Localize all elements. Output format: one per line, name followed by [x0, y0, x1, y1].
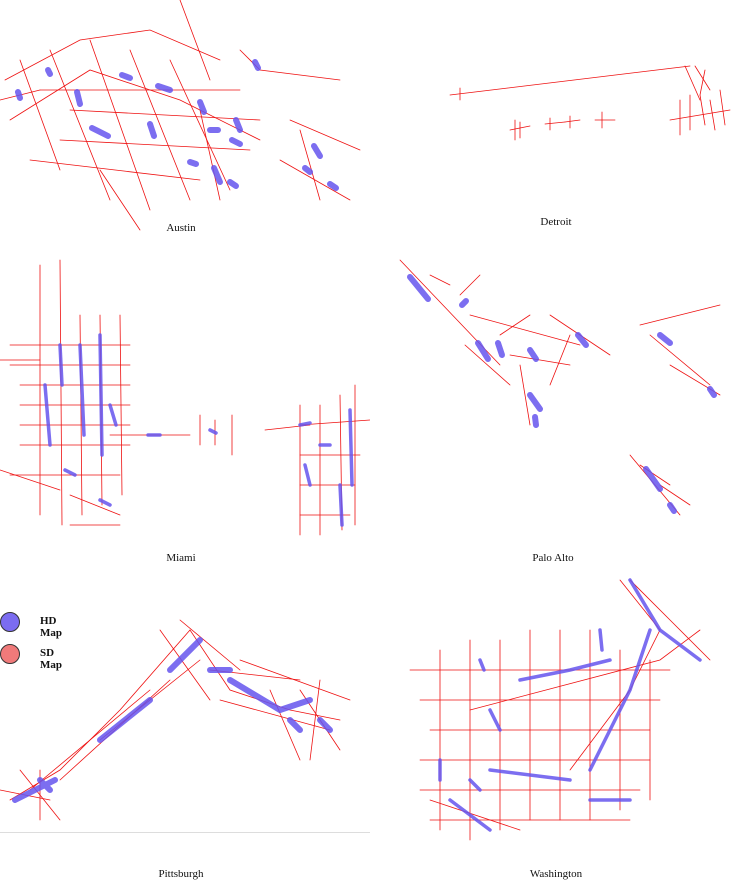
map-panel-detroit: Detroit: [370, 0, 739, 240]
miami-road-map: [0, 259, 370, 536]
map-panel-pittsburgh: HD Map SD Map Pittsburgh: [0, 570, 370, 891]
map-panel-austin: Austin: [0, 0, 370, 240]
pittsburgh-road-map: [0, 619, 351, 821]
panel-caption: Miami: [166, 552, 196, 564]
panel-caption: Washington: [529, 868, 583, 880]
legend-label-sd: SD Map: [40, 647, 62, 671]
sd-map-swatch-icon: [0, 644, 20, 664]
panel-caption: Detroit: [540, 216, 572, 228]
panel-caption: Austin: [166, 222, 196, 234]
washington-road-map: [409, 578, 711, 841]
austin-road-map: [0, 0, 361, 231]
map-panel-miami: Miami: [0, 255, 370, 564]
panel-caption: Pittsburgh: [158, 868, 204, 880]
map-panel-washington: Washington: [370, 570, 739, 891]
palo-alto-road-map: [399, 259, 721, 516]
panel-caption: Palo Alto: [532, 552, 574, 564]
hd-map-swatch-icon: [0, 612, 20, 632]
panel-divider: [0, 832, 370, 833]
legend-label-hd: HD Map: [40, 615, 62, 639]
map-panel-palo-alto: Palo Alto: [370, 255, 739, 564]
detroit-road-map: [449, 65, 731, 141]
map-legend: HD Map SD Map: [0, 612, 120, 682]
